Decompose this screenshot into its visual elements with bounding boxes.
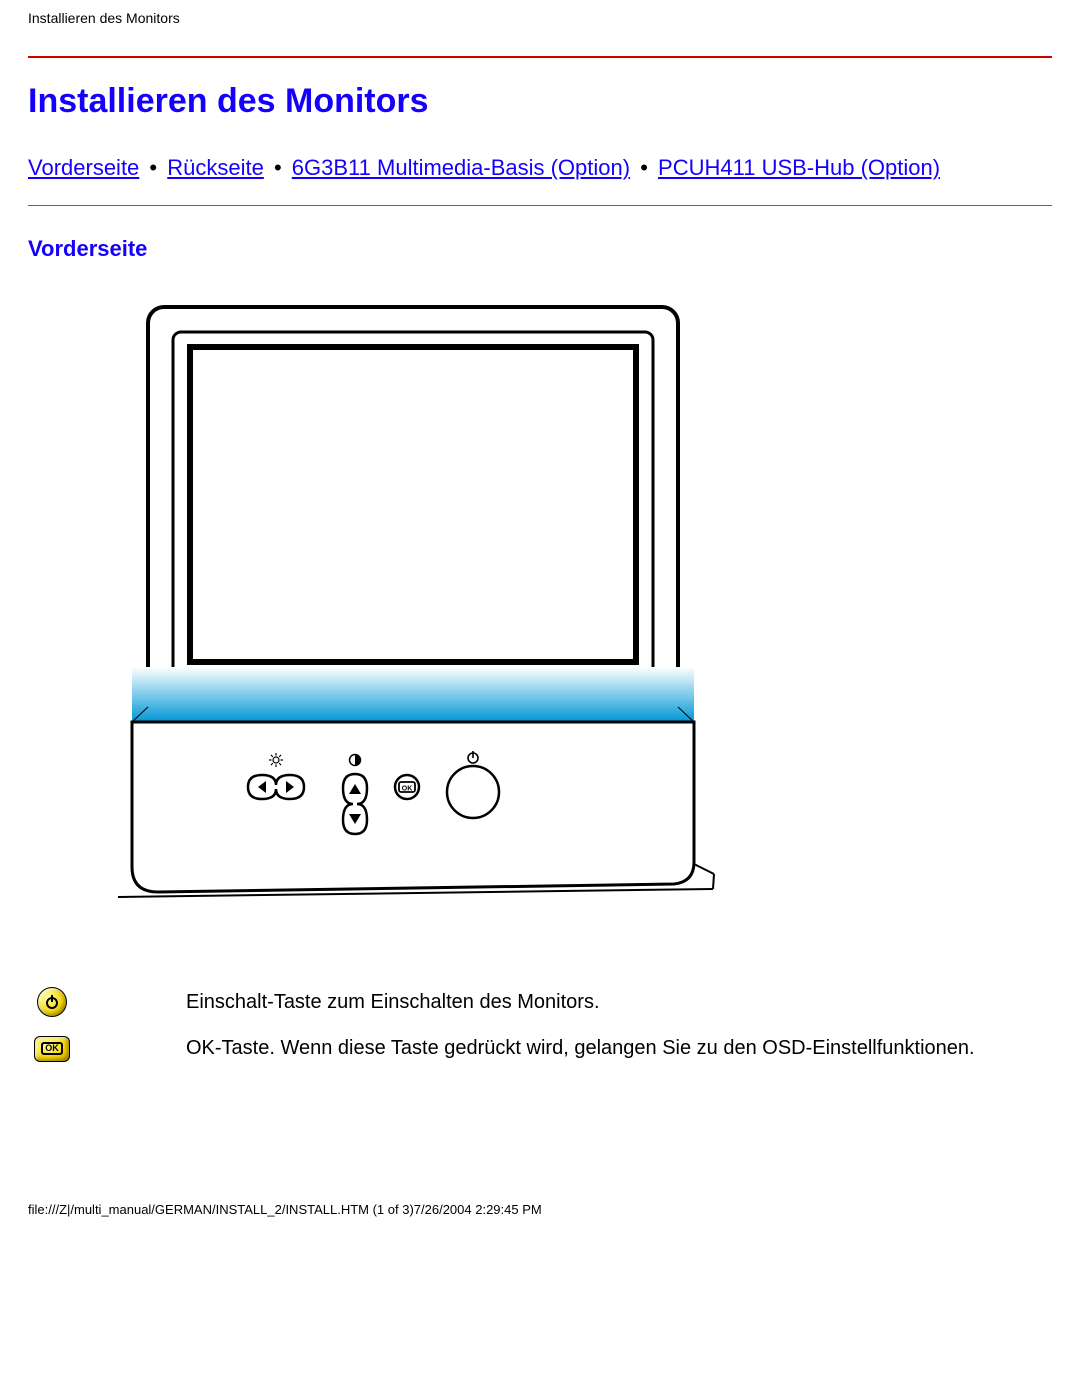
ok-description: OK-Taste. Wenn diese Taste gedrückt wird… [186, 1035, 975, 1062]
divider-gray [28, 205, 1052, 206]
page-title: Installieren des Monitors [28, 82, 1052, 121]
nav-separator: • [149, 155, 157, 180]
nav-link-vorderseite[interactable]: Vorderseite [28, 155, 139, 180]
footer-path: file:///Z|/multi_manual/GERMAN/INSTALL_2… [28, 1202, 1052, 1217]
page-header-breadcrumb: Installieren des Monitors [28, 10, 1052, 26]
nav-link-rueckseite[interactable]: Rückseite [167, 155, 264, 180]
svg-text:OK: OK [402, 786, 413, 793]
nav-separator: • [640, 155, 648, 180]
section-heading: Vorderseite [28, 236, 1052, 262]
description-row-power: Einschalt-Taste zum Einschalten des Moni… [28, 987, 1052, 1017]
power-description: Einschalt-Taste zum Einschalten des Moni… [186, 989, 600, 1016]
nav-links-row: Vorderseite • Rückseite • 6G3B11 Multime… [28, 155, 1052, 181]
power-icon [37, 987, 67, 1017]
description-row-ok: OK OK-Taste. Wenn diese Taste gedrückt w… [28, 1035, 1052, 1062]
monitor-diagram: OK [118, 292, 1052, 937]
nav-link-usb-hub[interactable]: PCUH411 USB-Hub (Option) [658, 155, 940, 180]
nav-link-multimedia-basis[interactable]: 6G3B11 Multimedia-Basis (Option) [292, 155, 630, 180]
nav-separator: • [274, 155, 282, 180]
divider-red [28, 56, 1052, 58]
ok-icon: OK [34, 1036, 70, 1062]
